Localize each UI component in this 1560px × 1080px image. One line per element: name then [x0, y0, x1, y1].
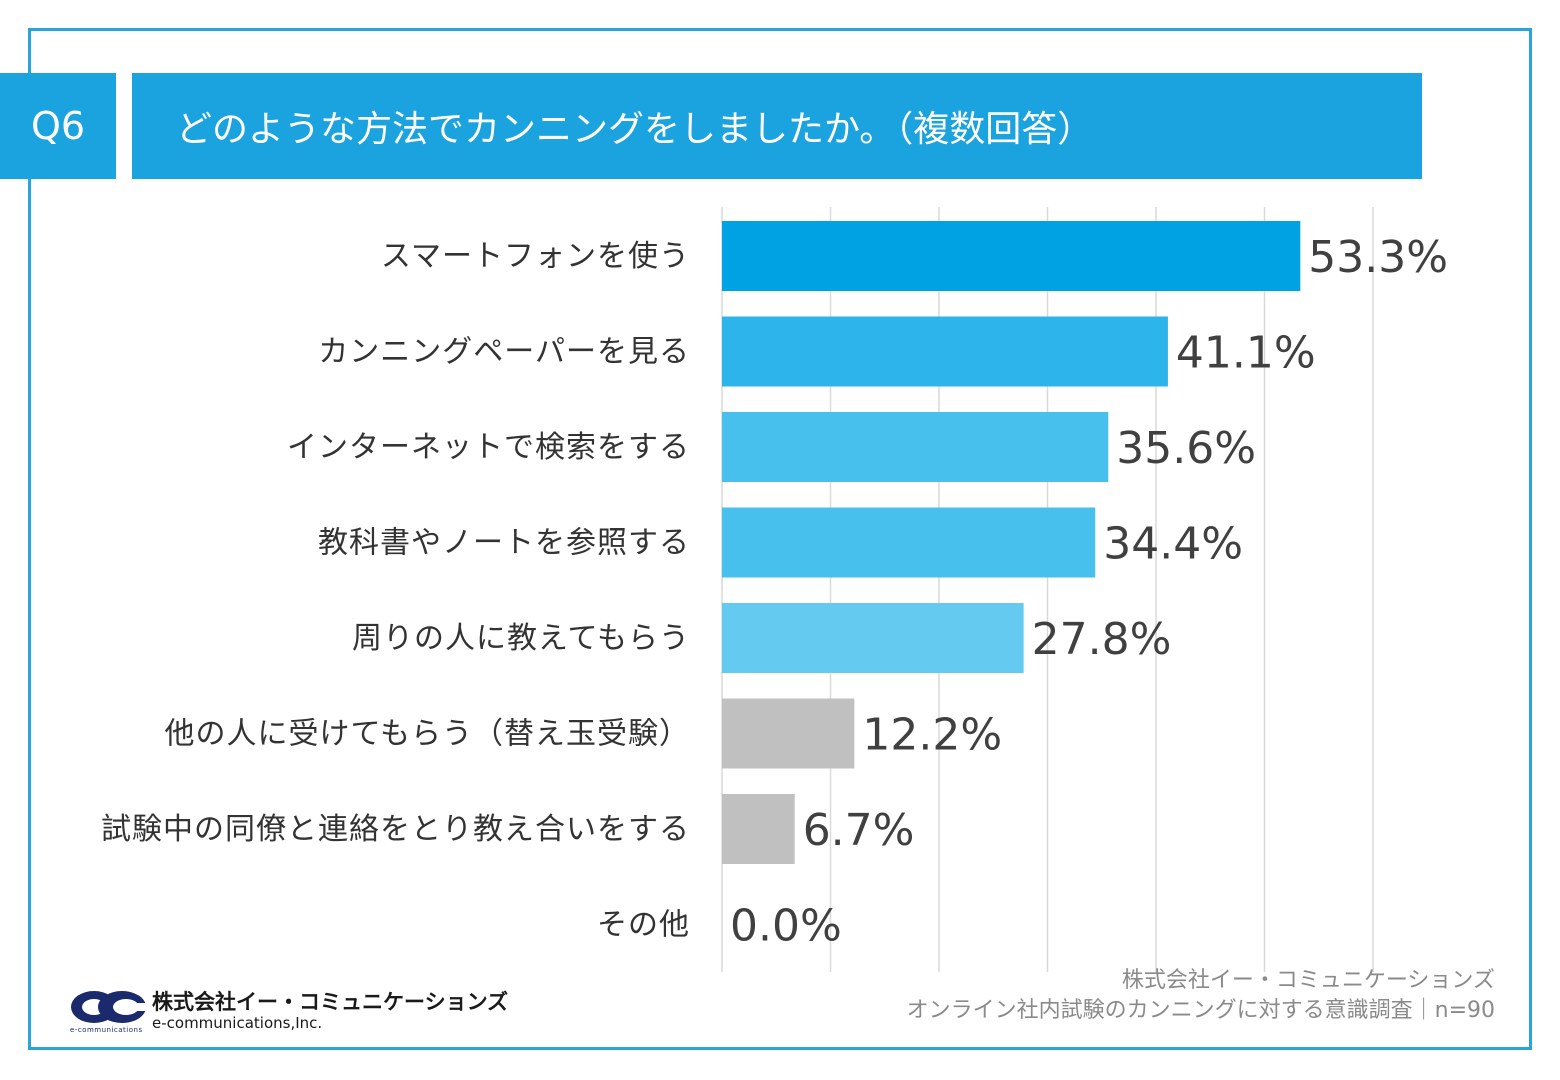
value-label: 27.8% [1032, 614, 1172, 665]
logo-company-name: 株式会社イー・コミュニケーションズ [152, 990, 509, 1014]
category-label: カンニングペーパーを見る [318, 335, 690, 370]
bar [722, 794, 795, 864]
question-number-badge: Q6 [0, 73, 116, 179]
bar [722, 507, 1096, 578]
value-label: 41.1% [1176, 328, 1316, 379]
category-label: スマートフォンを使う [381, 239, 690, 274]
source-note: 株式会社イー・コミュニケーションズ オンライン社内試験のカンニングに対する意識調… [907, 966, 1495, 1026]
bar [722, 412, 1109, 482]
question-number: Q6 [30, 104, 86, 148]
logo-mark-icon [71, 991, 148, 1023]
value-label: 35.6% [1116, 423, 1256, 474]
category-label: 教科書やノートを参照する [318, 526, 690, 561]
value-label: 34.4% [1103, 519, 1243, 570]
category-label: 試験中の同僚と連絡をとり教え合いをする [101, 812, 690, 847]
frame-border [28, 28, 1532, 1050]
bar [722, 698, 855, 769]
value-label: 12.2% [862, 710, 1002, 761]
bars: スマートフォンを使う 53.3% カンニングペーパーを見る 41.1% インターネットで… [101, 221, 1448, 952]
bar [722, 603, 1024, 673]
question-title: どのような方法でカンニングをしましたか。（複数回答） [176, 109, 1094, 150]
logo-tagline: e-communications [70, 1026, 143, 1034]
source-survey: オンライン社内試験のカンニングに対する意識調査｜n=90 [906, 998, 1495, 1023]
value-label: 53.3% [1308, 232, 1448, 283]
company-logo: e-communications 株式会社イー・コミュニケーションズ e-com… [70, 986, 508, 1034]
category-label: その他 [597, 908, 690, 943]
question-title-bar: どのような方法でカンニングをしましたか。（複数回答） [132, 73, 1422, 179]
category-label: インターネットで検索をする [287, 430, 690, 465]
category-label: 他の人に受けてもらう（替え玉受験） [165, 717, 691, 752]
value-label: 0.0% [730, 901, 842, 952]
category-label: 周りの人に教えてもらう [352, 621, 690, 656]
bar [722, 316, 1168, 387]
bar [722, 221, 1301, 291]
value-label: 6.7% [803, 805, 915, 856]
source-company: 株式会社イー・コミュニケーションズ [1121, 968, 1495, 993]
logo-company-name-en: e-communications,Inc. [152, 1014, 323, 1032]
